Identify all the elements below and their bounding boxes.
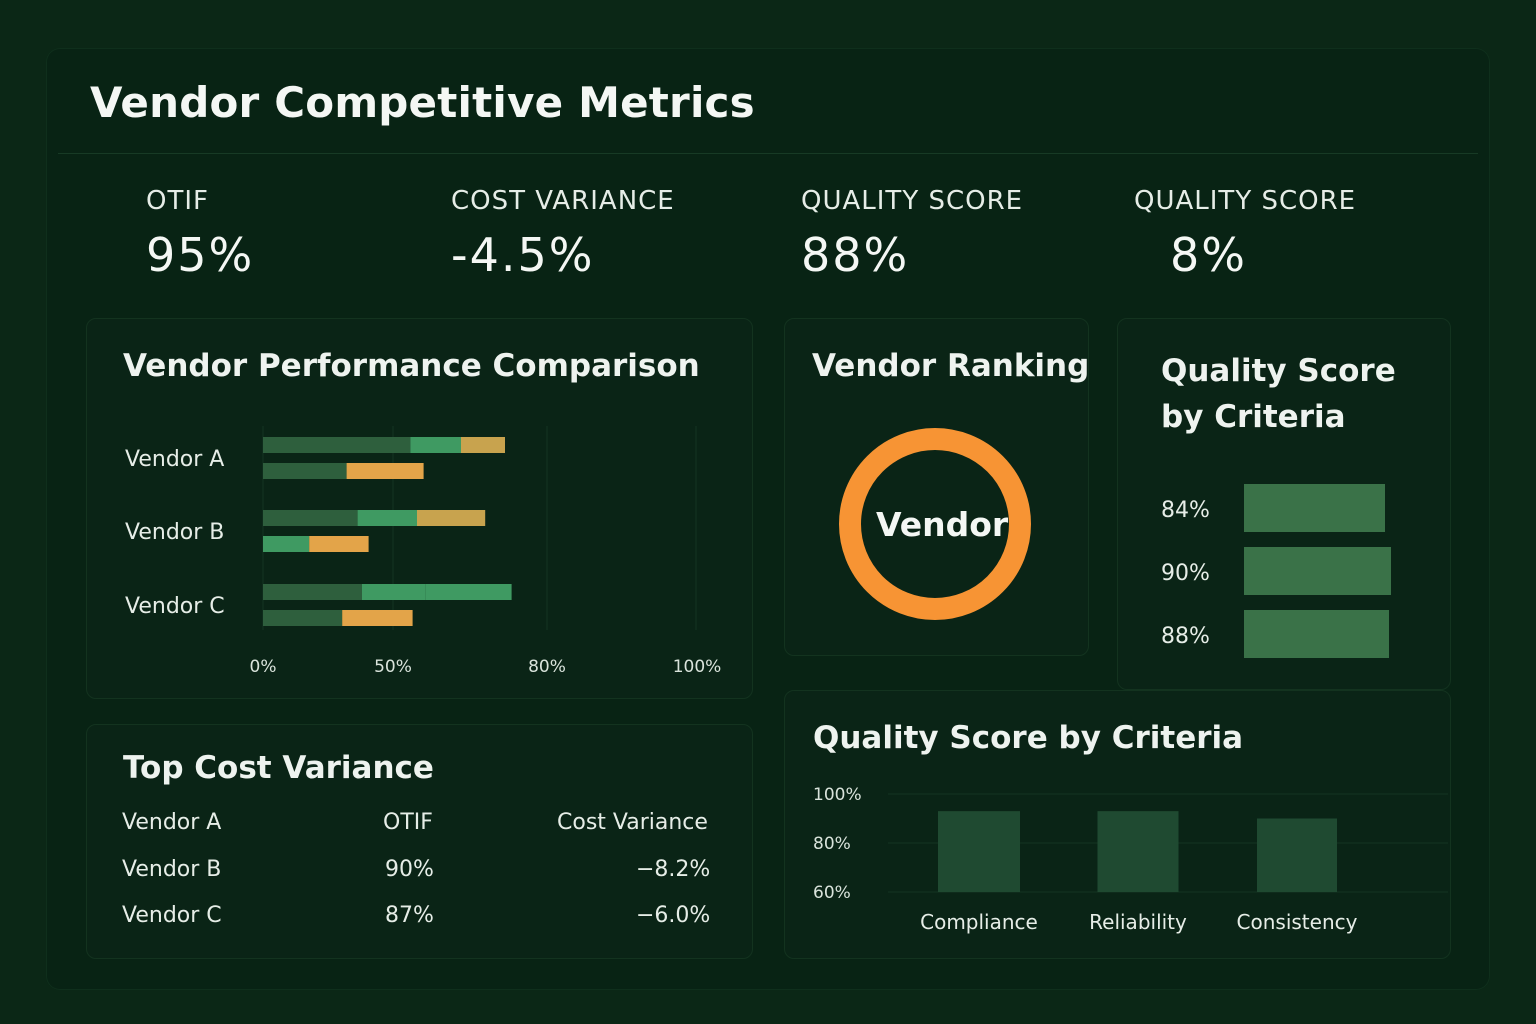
category-label: Compliance xyxy=(920,910,1038,934)
bar xyxy=(938,811,1020,892)
y-tick-label: 100% xyxy=(813,785,862,805)
top-cost-variance-title: Top Cost Variance xyxy=(123,750,434,786)
bar xyxy=(1244,610,1389,658)
table-row-otif: 87% xyxy=(385,903,434,928)
bar-segment xyxy=(417,510,486,526)
table-header-vendor: Vendor A xyxy=(122,810,222,835)
title-divider xyxy=(58,153,1478,154)
kpi-label: QUALITY SCORE xyxy=(1134,186,1357,216)
kpi-label: QUALITY SCORE xyxy=(801,186,1024,216)
bar xyxy=(1097,811,1179,892)
x-tick-label: 0% xyxy=(250,657,277,677)
bar-segment xyxy=(263,437,411,453)
x-tick-label: 100% xyxy=(673,657,722,677)
kpi-quality-score: QUALITY SCORE 88% xyxy=(801,186,1023,282)
kpi-value: -4.5% xyxy=(451,228,595,282)
bar-value-label: 88% xyxy=(1161,624,1210,649)
kpi-value: 88% xyxy=(801,228,910,282)
bar-segment xyxy=(263,610,343,626)
table-header-otif: OTIF xyxy=(383,810,433,835)
y-tick-label: 80% xyxy=(813,834,851,854)
page-title: Vendor Competitive Metrics xyxy=(90,78,755,127)
kpi-label: COST VARIANCE xyxy=(451,186,675,216)
bar-segment xyxy=(342,610,413,626)
vendor-performance-chart: Vendor A Vendor B Vendor C 0% 50% 80% 100% xyxy=(125,426,722,677)
category-label: Vendor A xyxy=(125,447,224,472)
table-row-vendor: Vendor C xyxy=(122,903,222,928)
kpi-otif: OTIF 95% xyxy=(146,186,254,282)
kpi-quality-score-secondary: QUALITY SCORE 8% xyxy=(1134,186,1356,282)
kpi-label: OTIF xyxy=(146,186,209,216)
quality-side-title-line1: Quality Score xyxy=(1161,353,1396,389)
bar-segment xyxy=(263,510,358,526)
table-row-cost-variance: −6.0% xyxy=(636,903,711,928)
bar-segment xyxy=(362,584,426,600)
bar-segment xyxy=(461,437,505,453)
bar-segment xyxy=(357,510,417,526)
kpi-value: 8% xyxy=(1170,228,1247,282)
category-label: Reliability xyxy=(1089,910,1187,934)
quality-bottom-title: Quality Score by Criteria xyxy=(813,720,1244,756)
category-label: Vendor B xyxy=(125,520,224,545)
table-header-cost-variance: Cost Variance xyxy=(557,810,708,835)
vendor-ranking-donut xyxy=(839,428,1031,620)
quality-side-chart: 84% 90% 88% xyxy=(1161,484,1391,658)
quality-bottom-chart: 100% 80% 60% Compliance Reliability Consisten… xyxy=(813,785,1448,934)
kpi-value: 95% xyxy=(146,228,255,282)
ranking-center-label: Vendor xyxy=(876,505,1009,544)
bar xyxy=(1244,547,1391,595)
bar xyxy=(1257,818,1337,892)
bar-segment xyxy=(410,437,461,453)
category-label: Vendor C xyxy=(125,594,225,619)
vendor-performance-title: Vendor Performance Comparison xyxy=(123,348,700,384)
bar xyxy=(1244,484,1385,532)
bar-segment xyxy=(263,463,347,479)
table-row-otif: 90% xyxy=(385,857,434,882)
bar-segment xyxy=(309,536,369,552)
top-cost-variance-panel xyxy=(86,724,753,959)
x-tick-label: 80% xyxy=(528,657,566,677)
y-tick-label: 60% xyxy=(813,883,851,903)
bar-segment xyxy=(263,536,310,552)
table-row-vendor: Vendor B xyxy=(122,857,222,882)
bar-segment xyxy=(346,463,424,479)
quality-side-title: Quality Score by Criteria xyxy=(1161,348,1396,440)
bar-segment xyxy=(263,584,362,600)
vendor-ranking-title: Vendor Ranking xyxy=(812,348,1090,384)
ranking-ring xyxy=(839,428,1031,620)
vendor-performance-panel xyxy=(86,318,753,699)
x-tick-label: 50% xyxy=(374,657,412,677)
quality-side-title-line2: by Criteria xyxy=(1161,399,1346,435)
kpi-cost-variance: COST VARIANCE -4.5% xyxy=(451,186,675,282)
category-label: Consistency xyxy=(1237,910,1358,934)
bar-value-label: 90% xyxy=(1161,561,1210,586)
table-row-cost-variance: −8.2% xyxy=(636,857,711,882)
bar-segment xyxy=(425,584,512,600)
bar-value-label: 84% xyxy=(1161,498,1210,523)
